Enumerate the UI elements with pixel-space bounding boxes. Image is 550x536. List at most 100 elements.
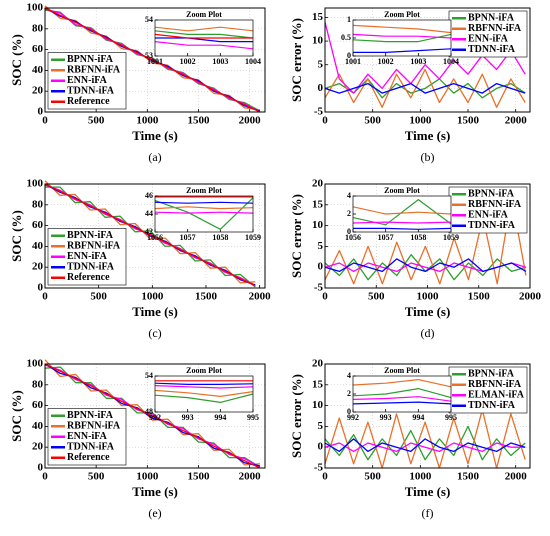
y-tick-label: 60 [32,219,44,231]
x-tick-label: 1059 [245,233,261,242]
y-axis-label: SOC error (%) [289,374,304,458]
x-tick-label: 1001 [345,57,361,66]
y-tick-label: 48 [145,407,153,416]
legend-label: RBFNN-iFA [468,23,522,34]
inset-frame [154,375,254,413]
caption: (d) [421,326,435,340]
x-tick-label: 1500 [457,470,480,482]
inset-title: Zoom Plot [186,366,222,375]
x-tick-label: 0 [42,114,48,126]
legend-label: TDNN-iFA [468,400,516,411]
legend-label: BPNN-iFA [468,189,515,200]
plot-frame [44,7,266,113]
legend-label: RBFNN-iFA [468,379,522,390]
plot-frame [324,183,531,289]
legend-label: Reference [67,96,110,107]
x-tick-label: 1056 [345,233,361,242]
x-tick-label: 992 [149,413,161,422]
x-tick-label: 2000 [239,470,262,482]
legend-label: TDNN-iFA [468,220,516,231]
data-line [154,211,254,214]
data-line [45,186,256,288]
y-tick-label: 60 [32,43,44,55]
y-axis-label: SOC (%) [9,34,24,86]
x-tick-label: 1058 [410,233,426,242]
y-tick-label: 100 [27,178,44,190]
caption: (e) [148,506,161,520]
data-line [324,409,526,469]
legend-label: BPNN-iFA [67,410,114,421]
inset-background [353,196,451,232]
x-tick-label: 2000 [239,114,262,126]
inset-background [155,196,253,232]
y-tick-label: 20 [312,178,324,190]
data-line [352,206,452,215]
x-tick-label: 0 [322,290,328,302]
y-tick-label: 0 [318,261,324,273]
data-line [155,37,253,43]
data-line [324,442,526,453]
x-tick-label: 1003 [410,57,426,66]
y-tick-label: 0 [347,51,351,60]
data-line [154,197,254,230]
x-tick-label: 1002 [378,57,394,66]
y-tick-label: 2 [347,389,351,398]
y-tick-label: 53 [145,51,153,60]
data-line [324,78,526,99]
data-line [352,24,452,34]
x-axis-label: Time (s) [132,128,178,143]
y-tick-label: 15 [312,378,324,390]
y-tick-label: 54 [145,371,153,380]
y-tick-label: 40 [32,64,44,76]
legend-label: ENN-iFA [468,210,509,221]
x-axis-label: Time (s) [405,484,451,499]
data-line [44,359,260,466]
plot-frame [324,7,531,113]
data-line [154,393,254,403]
y-tick-label: 5 [318,420,324,432]
x-tick-label: 994 [214,413,226,422]
y-tick-label: 40 [32,240,44,252]
legend-label: TDNN-iFA [468,44,516,55]
legend-label: TDNN-iFA [67,442,115,453]
data-line [44,363,261,469]
y-tick-label: 0 [318,441,324,453]
caption: (b) [421,150,435,164]
y-axis-label: SOC error (%) [289,18,304,102]
y-tick-label: 44 [145,209,153,218]
y-axis-label: SOC (%) [9,390,24,442]
y-tick-label: 60 [32,399,44,411]
data-line [154,206,254,210]
y-tick-label: 20 [32,261,44,273]
y-tick-label: 42 [145,227,153,236]
x-axis-label: Time (s) [132,484,178,499]
legend-label: ENN-iFA [468,34,509,45]
y-axis-label: SOC (%) [9,210,24,262]
data-line [154,33,253,39]
x-tick-label: 0 [322,114,328,126]
inset-frame [154,19,254,57]
legend-label: TDNN-iFA [67,262,115,273]
x-tick-label: 994 [412,413,424,422]
y-tick-label: 2 [347,209,351,218]
x-tick-label: 1000 [409,114,432,126]
legend-label: ENN-iFA [67,75,108,86]
x-tick-label: 1057 [180,233,196,242]
y-tick-label: 80 [32,198,44,210]
data-line [353,227,452,230]
x-tick-label: 2000 [505,470,528,482]
plot-frame [324,363,531,469]
y-tick-label: 80 [32,22,44,34]
x-tick-label: 2000 [505,114,528,126]
x-tick-label: 1002 [180,57,196,66]
x-tick-label: 1000 [409,470,432,482]
x-tick-label: 1500 [457,114,480,126]
y-tick-label: 5 [318,240,324,252]
inset-frame [352,19,452,57]
x-tick-label: 0 [42,470,48,482]
data-line [352,396,452,402]
plot-frame [44,183,266,289]
x-tick-label: 500 [88,470,105,482]
legend-label: BPNN-iFA [468,369,515,380]
